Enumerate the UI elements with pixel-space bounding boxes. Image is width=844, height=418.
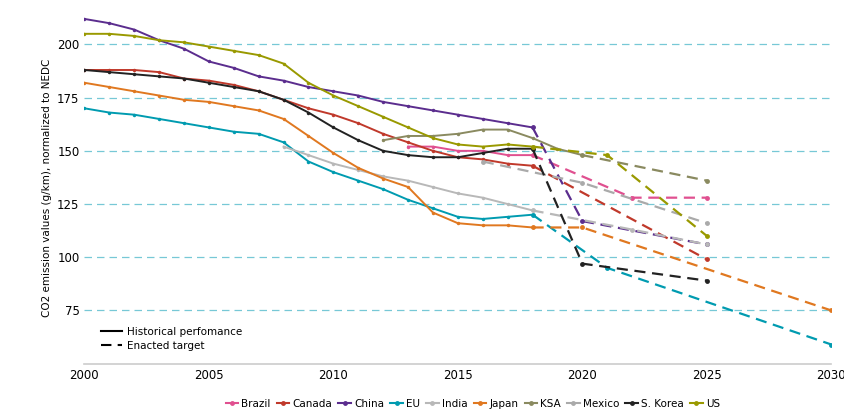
Y-axis label: CO2 emission values (g/km), normalized to NEDC: CO2 emission values (g/km), normalized t… — [41, 59, 51, 317]
Legend: Historical perfomance, Enacted target: Historical perfomance, Enacted target — [97, 322, 246, 355]
Legend: Brazil, Canada, China, EU, India, Japan, KSA, Mexico, S. Korea, US: Brazil, Canada, China, EU, India, Japan,… — [221, 395, 724, 413]
